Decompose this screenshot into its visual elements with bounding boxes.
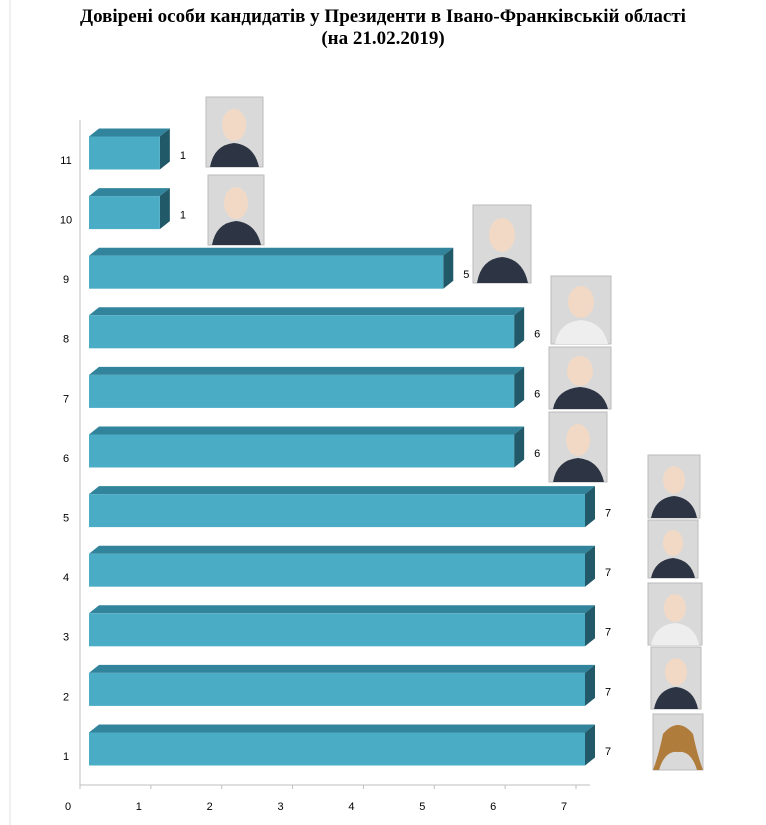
bar bbox=[89, 426, 525, 468]
title: Довірені особи кандидатів у Президенти в… bbox=[80, 6, 686, 27]
subtitle: (на 21.02.2019) bbox=[321, 28, 445, 49]
bar bbox=[89, 545, 595, 587]
x-tick-label: 2 bbox=[207, 801, 213, 813]
bar bbox=[89, 486, 595, 528]
bar-front bbox=[89, 613, 585, 647]
y-tick-label: 11 bbox=[60, 155, 71, 167]
bar bbox=[89, 128, 170, 170]
value-label: 6 bbox=[534, 388, 540, 400]
bar-top bbox=[89, 724, 595, 733]
y-tick-label: 10 bbox=[60, 215, 72, 227]
bar-side bbox=[443, 247, 454, 289]
bar-top bbox=[89, 247, 454, 256]
x-tick-label: 6 bbox=[490, 801, 496, 813]
x-tick-label: 5 bbox=[419, 801, 425, 813]
bar-top bbox=[89, 366, 525, 375]
bar-front bbox=[89, 494, 585, 528]
bar-top bbox=[89, 426, 525, 435]
photo bbox=[205, 96, 264, 168]
x-tick-label: 1 bbox=[136, 801, 142, 813]
value-label: 1 bbox=[180, 210, 186, 222]
bar-side bbox=[159, 188, 170, 230]
value-label: 7 bbox=[605, 746, 611, 758]
x-tick-label: 7 bbox=[561, 801, 567, 813]
bar-side bbox=[514, 307, 525, 349]
bar-top bbox=[89, 664, 595, 673]
x-tick-label: 3 bbox=[278, 801, 284, 813]
photo bbox=[650, 646, 702, 710]
value-label: 5 bbox=[463, 269, 469, 281]
bar-side bbox=[514, 366, 525, 408]
y-tick-label: 9 bbox=[63, 274, 69, 286]
bar-side bbox=[514, 426, 525, 468]
value-label: 6 bbox=[534, 329, 540, 341]
bar-side bbox=[585, 664, 595, 706]
bar-front bbox=[89, 553, 585, 587]
bar-side bbox=[585, 545, 595, 587]
value-label: 7 bbox=[605, 627, 611, 639]
bar-front bbox=[89, 136, 160, 170]
bar-side bbox=[585, 605, 595, 647]
value-label: 7 bbox=[605, 567, 611, 579]
value-label: 6 bbox=[534, 448, 540, 460]
bar-side bbox=[585, 724, 595, 766]
value-label: 1 bbox=[180, 150, 186, 162]
photo bbox=[548, 346, 612, 410]
y-tick-label: 5 bbox=[63, 513, 69, 525]
y-tick-label: 4 bbox=[63, 572, 69, 584]
y-tick-label: 6 bbox=[63, 453, 69, 465]
photo bbox=[548, 411, 608, 483]
bar-front bbox=[89, 374, 515, 408]
bar-front bbox=[89, 255, 444, 289]
bar-front bbox=[89, 315, 515, 349]
bar bbox=[89, 724, 595, 766]
y-tick-label: 7 bbox=[63, 393, 69, 405]
bar-front bbox=[89, 434, 515, 468]
bar-top bbox=[89, 545, 595, 554]
bar-top bbox=[89, 486, 595, 495]
photo bbox=[647, 519, 699, 579]
y-tick-label: 1 bbox=[63, 751, 69, 763]
photo bbox=[647, 582, 703, 646]
y-tick-label: 8 bbox=[63, 334, 69, 346]
bar-top bbox=[89, 307, 525, 316]
bar-top bbox=[89, 605, 595, 614]
value-label: 7 bbox=[605, 686, 611, 698]
x-tick-label: 0 bbox=[65, 801, 71, 813]
bar-front bbox=[89, 196, 160, 230]
photo bbox=[207, 174, 265, 246]
bar-side bbox=[585, 486, 595, 528]
bar-top bbox=[89, 128, 170, 137]
bar-top bbox=[89, 188, 170, 197]
y-tick-label: 3 bbox=[63, 632, 69, 644]
bar bbox=[89, 366, 525, 408]
bar bbox=[89, 188, 170, 230]
photos bbox=[205, 96, 704, 771]
bar-front bbox=[89, 672, 585, 706]
x-tick-label: 4 bbox=[348, 801, 354, 813]
y-tick-label: 2 bbox=[63, 691, 69, 703]
photo bbox=[472, 204, 532, 284]
bar bbox=[89, 247, 454, 289]
bar-side bbox=[159, 128, 170, 170]
chart-title: Довірені особи кандидатів у Президенти в… bbox=[63, 6, 703, 50]
photo bbox=[647, 454, 701, 519]
value-label: 7 bbox=[605, 508, 611, 520]
photo bbox=[652, 713, 704, 771]
bar bbox=[89, 307, 525, 349]
bar bbox=[89, 605, 595, 647]
photo bbox=[550, 275, 612, 345]
bar bbox=[89, 664, 595, 706]
bar-front bbox=[89, 732, 585, 766]
